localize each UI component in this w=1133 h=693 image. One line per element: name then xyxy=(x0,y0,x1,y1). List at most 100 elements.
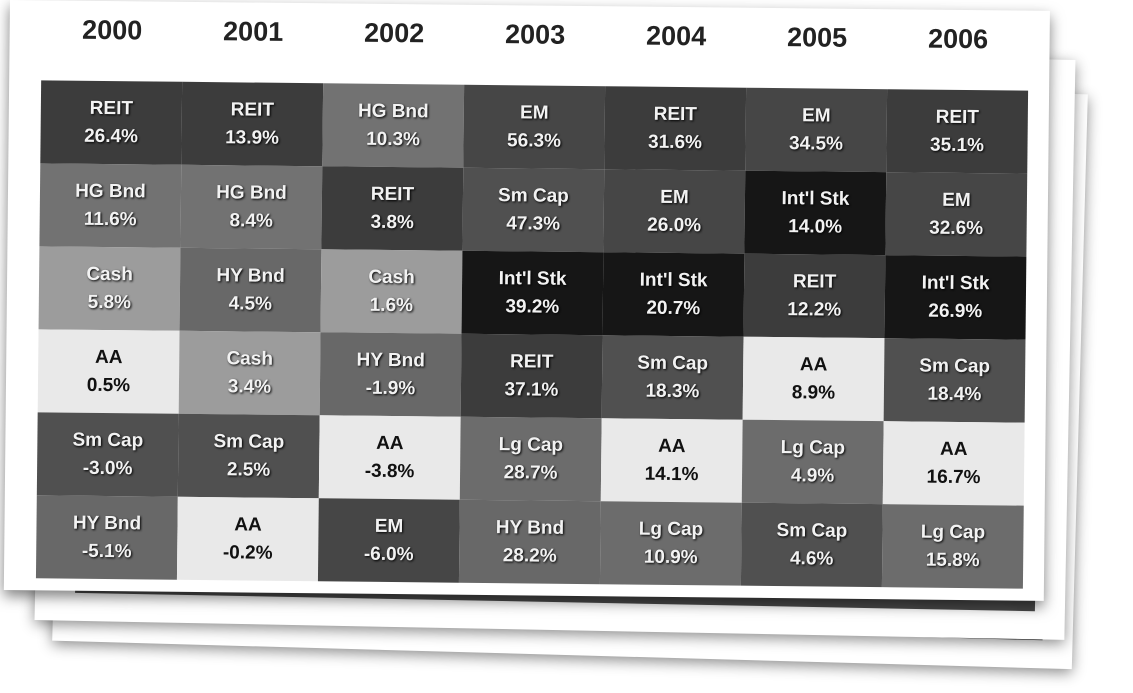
cell: Lg Cap 15.8% xyxy=(881,504,1024,589)
cell: HY Bnd -5.1% xyxy=(35,495,178,580)
cell: REIT 13.9% xyxy=(181,81,324,167)
asset-name: HY Bnd xyxy=(72,512,142,534)
asset-name: AA xyxy=(234,513,262,536)
asset-name: HY Bnd xyxy=(356,349,425,371)
asset-name: HG Bnd xyxy=(75,180,146,202)
asset-name: REIT xyxy=(653,103,698,125)
asset-name: REIT xyxy=(89,97,134,119)
asset-return: -5.1% xyxy=(81,540,132,562)
asset-return: 32.6% xyxy=(929,217,984,239)
asset-name: Int'l Stk xyxy=(639,269,708,291)
returns-table: 2000 2001 2002 2003 2004 2005 2006 REIT 26.4% HG … xyxy=(3,0,1050,601)
asset-return: 12.2% xyxy=(787,298,842,321)
asset-name: Lg Cap xyxy=(498,433,564,456)
asset-name: HY Bnd xyxy=(495,516,565,539)
asset-return: 11.6% xyxy=(83,208,137,230)
asset-return: -3.0% xyxy=(82,457,133,479)
asset-return: 26.0% xyxy=(647,214,702,236)
asset-return: 20.7% xyxy=(646,297,701,319)
cell: HY Bnd -1.9% xyxy=(319,332,462,417)
cell: HY Bnd 28.2% xyxy=(458,499,601,585)
cell: Int'l Stk 14.0% xyxy=(744,170,887,256)
asset-return: -0.2% xyxy=(222,541,273,564)
asset-name: AA xyxy=(799,353,828,376)
cell: EM 56.3% xyxy=(463,84,606,170)
cell: AA -3.8% xyxy=(318,415,461,500)
asset-return: 4.9% xyxy=(790,464,835,487)
asset-name: Sm Cap xyxy=(72,429,144,451)
asset-return: 28.2% xyxy=(502,544,557,567)
cell: REIT 26.4% xyxy=(40,80,183,165)
asset-name: REIT xyxy=(370,183,415,205)
asset-return: 37.1% xyxy=(504,378,559,401)
asset-name: HY Bnd xyxy=(216,264,285,287)
cell: Sm Cap -3.0% xyxy=(36,412,179,497)
asset-return: 10.3% xyxy=(366,128,421,150)
asset-return: -6.0% xyxy=(363,543,414,565)
cell: Lg Cap 4.9% xyxy=(741,419,884,505)
asset-return: 1.6% xyxy=(369,294,414,316)
cell: Cash 1.6% xyxy=(320,249,463,334)
asset-name: Sm Cap xyxy=(497,184,569,207)
cell: EM 26.0% xyxy=(603,169,746,254)
asset-name: Int'l Stk xyxy=(921,272,990,294)
asset-name: Cash xyxy=(226,347,274,370)
asset-name: AA xyxy=(376,432,404,454)
asset-return: 0.5% xyxy=(86,374,131,396)
asset-return: 47.3% xyxy=(506,212,561,235)
asset-name: AA xyxy=(658,435,686,457)
cell: EM -6.0% xyxy=(317,498,460,583)
asset-name: REIT xyxy=(792,270,837,293)
cell: HY Bnd 4.5% xyxy=(179,247,322,333)
asset-return: 18.4% xyxy=(927,383,982,405)
cell: AA -0.2% xyxy=(176,496,319,582)
cell: Int'l Stk 26.9% xyxy=(884,255,1027,340)
asset-name: HG Bnd xyxy=(357,100,429,122)
asset-name: REIT xyxy=(230,98,275,121)
cell: Sm Cap 18.3% xyxy=(601,335,744,420)
cell: AA 14.1% xyxy=(600,418,743,503)
cell: Lg Cap 28.7% xyxy=(459,416,602,502)
year-header: 2002 xyxy=(363,17,425,49)
asset-name: EM xyxy=(801,104,831,127)
cell: HG Bnd 8.4% xyxy=(180,164,323,250)
year-header: 2001 xyxy=(222,16,284,47)
asset-name: Cash xyxy=(368,266,415,288)
asset-return: 2.5% xyxy=(226,458,271,481)
asset-name: Int'l Stk xyxy=(498,267,567,290)
cell: AA 16.7% xyxy=(882,421,1025,506)
cell: REIT 35.1% xyxy=(886,89,1029,174)
asset-return: 18.3% xyxy=(645,380,700,402)
cell: Sm Cap 4.6% xyxy=(740,502,883,588)
asset-return: 3.8% xyxy=(370,211,414,233)
asset-name: HG Bnd xyxy=(216,181,287,204)
asset-name: Sm Cap xyxy=(919,355,991,377)
asset-return: 39.2% xyxy=(505,295,560,318)
asset-name: Sm Cap xyxy=(637,352,709,374)
asset-name: EM xyxy=(519,101,549,124)
asset-return: 14.1% xyxy=(644,463,699,485)
asset-return: 35.1% xyxy=(929,134,985,156)
asset-name: Lg Cap xyxy=(638,518,704,540)
cell: HG Bnd 11.6% xyxy=(39,163,182,248)
year-header: 2005 xyxy=(786,22,848,53)
cell: AA 8.9% xyxy=(742,336,885,422)
cell: Lg Cap 10.9% xyxy=(599,501,742,586)
cell: Cash 5.8% xyxy=(38,246,181,331)
cell: REIT 3.8% xyxy=(321,166,464,251)
asset-return: 4.5% xyxy=(228,292,273,315)
asset-name: Sm Cap xyxy=(776,519,848,542)
asset-return: 13.9% xyxy=(225,126,280,149)
cell: Sm Cap 2.5% xyxy=(177,413,320,499)
cell: Sm Cap 47.3% xyxy=(462,167,605,253)
cell: REIT 31.6% xyxy=(604,86,747,171)
asset-return: 56.3% xyxy=(507,129,562,152)
asset-name: AA xyxy=(940,438,968,460)
cell: Int'l Stk 20.7% xyxy=(602,252,745,337)
asset-name: Cash xyxy=(86,263,133,285)
asset-return: 34.5% xyxy=(788,132,844,155)
cell: Sm Cap 18.4% xyxy=(883,338,1026,423)
asset-return: -3.8% xyxy=(364,460,415,482)
asset-return: 5.8% xyxy=(87,291,132,313)
